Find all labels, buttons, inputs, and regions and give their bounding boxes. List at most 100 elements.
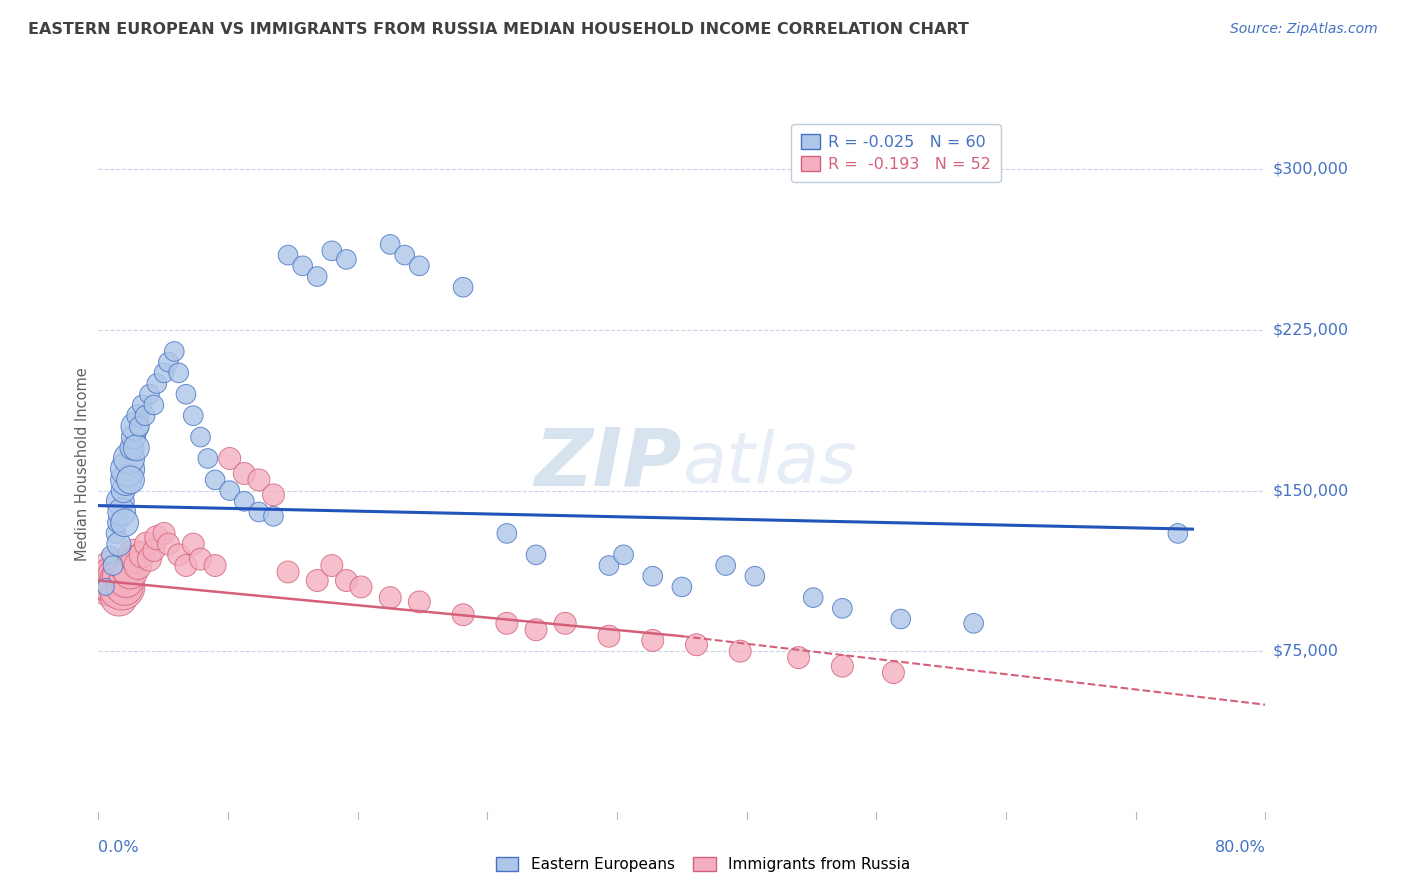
- Point: [112, 569, 135, 583]
- Point: [801, 591, 824, 605]
- Text: 80.0%: 80.0%: [1215, 840, 1265, 855]
- Point: [1167, 526, 1189, 541]
- Point: [111, 505, 134, 519]
- Text: $75,000: $75,000: [1272, 644, 1339, 658]
- Point: [112, 483, 135, 498]
- Point: [728, 644, 751, 658]
- Point: [218, 451, 240, 466]
- Point: [167, 366, 190, 380]
- Point: [142, 543, 165, 558]
- Point: [105, 569, 128, 583]
- Point: [101, 565, 124, 579]
- Point: [157, 537, 180, 551]
- Point: [378, 237, 402, 252]
- Point: [94, 574, 117, 588]
- Point: [787, 650, 810, 665]
- Point: [831, 659, 853, 673]
- Point: [321, 558, 343, 573]
- Point: [124, 552, 146, 566]
- Point: [714, 558, 737, 573]
- Point: [307, 269, 329, 284]
- Point: [157, 355, 180, 369]
- Point: [218, 483, 240, 498]
- Text: EASTERN EUROPEAN VS IMMIGRANTS FROM RUSSIA MEDIAN HOUSEHOLD INCOME CORRELATION C: EASTERN EUROPEAN VS IMMIGRANTS FROM RUSS…: [28, 22, 969, 37]
- Point: [181, 409, 204, 423]
- Point: [122, 548, 145, 562]
- Point: [262, 488, 284, 502]
- Point: [277, 248, 299, 262]
- Point: [114, 580, 136, 594]
- Point: [167, 548, 190, 562]
- Point: [131, 398, 153, 412]
- Point: [153, 366, 176, 380]
- Point: [120, 473, 142, 487]
- Point: [685, 638, 707, 652]
- Point: [204, 473, 226, 487]
- Point: [181, 537, 204, 551]
- Point: [744, 569, 766, 583]
- Point: [408, 595, 430, 609]
- Point: [495, 616, 517, 631]
- Y-axis label: Median Household Income: Median Household Income: [75, 367, 90, 561]
- Point: [554, 616, 576, 631]
- Point: [408, 259, 430, 273]
- Point: [174, 387, 197, 401]
- Point: [190, 552, 212, 566]
- Point: [108, 537, 131, 551]
- Point: [124, 419, 146, 434]
- Point: [128, 419, 150, 434]
- Point: [612, 548, 634, 562]
- Point: [233, 494, 256, 508]
- Point: [641, 569, 664, 583]
- Point: [350, 580, 373, 594]
- Point: [335, 252, 357, 267]
- Point: [138, 387, 160, 401]
- Point: [291, 259, 314, 273]
- Point: [117, 462, 139, 476]
- Text: $225,000: $225,000: [1272, 323, 1348, 337]
- Point: [104, 580, 127, 594]
- Point: [882, 665, 904, 680]
- Point: [108, 591, 131, 605]
- Point: [101, 558, 124, 573]
- Point: [598, 629, 620, 643]
- Point: [98, 580, 121, 594]
- Point: [163, 344, 186, 359]
- Point: [138, 552, 160, 566]
- Point: [321, 244, 343, 258]
- Point: [277, 565, 299, 579]
- Point: [110, 574, 132, 588]
- Point: [146, 376, 169, 391]
- Point: [247, 473, 270, 487]
- Point: [153, 526, 176, 541]
- Point: [120, 565, 142, 579]
- Text: $300,000: $300,000: [1272, 162, 1348, 177]
- Point: [890, 612, 912, 626]
- Text: 0.0%: 0.0%: [98, 840, 139, 855]
- Point: [335, 574, 357, 588]
- Point: [204, 558, 226, 573]
- Point: [190, 430, 212, 444]
- Legend: R = -0.025   N = 60, R =  -0.193   N = 52: R = -0.025 N = 60, R = -0.193 N = 52: [792, 124, 1001, 182]
- Point: [111, 580, 134, 594]
- Point: [114, 516, 136, 530]
- Point: [134, 409, 156, 423]
- Text: $150,000: $150,000: [1272, 483, 1348, 498]
- Point: [98, 548, 121, 562]
- Point: [641, 633, 664, 648]
- Point: [97, 569, 120, 583]
- Point: [94, 580, 117, 594]
- Point: [378, 591, 402, 605]
- Point: [115, 574, 138, 588]
- Point: [831, 601, 853, 615]
- Point: [174, 558, 197, 573]
- Legend: Eastern Europeans, Immigrants from Russia: Eastern Europeans, Immigrants from Russi…: [488, 849, 918, 880]
- Point: [671, 580, 693, 594]
- Point: [115, 473, 138, 487]
- Point: [233, 467, 256, 481]
- Point: [103, 574, 125, 588]
- Point: [117, 558, 139, 573]
- Text: Source: ZipAtlas.com: Source: ZipAtlas.com: [1230, 22, 1378, 37]
- Point: [495, 526, 517, 541]
- Point: [524, 623, 547, 637]
